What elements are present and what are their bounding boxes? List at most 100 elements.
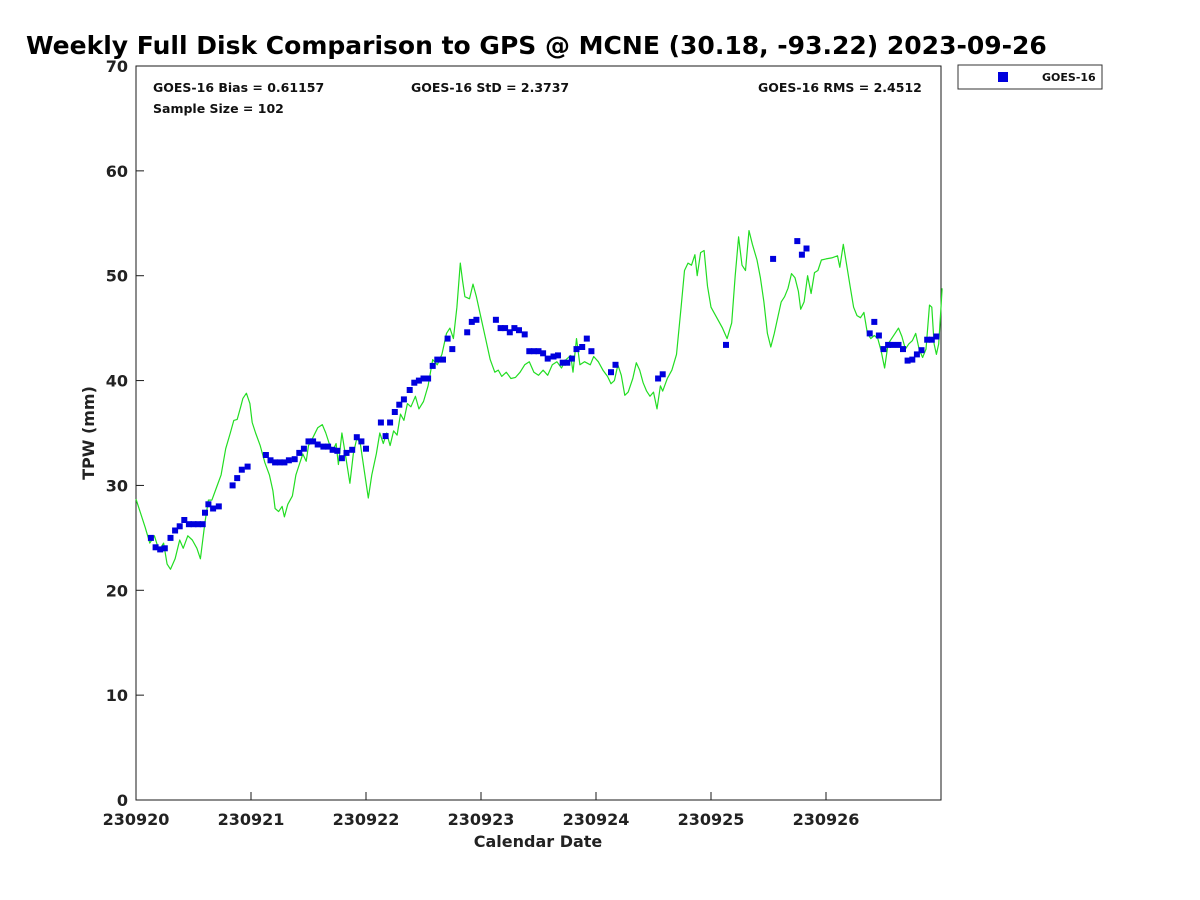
x-tick-label: 230924 — [563, 810, 630, 829]
goes16-data-point — [659, 371, 666, 378]
goes16-data-point — [199, 521, 206, 528]
goes16-data-point — [933, 333, 940, 340]
goes16-data-point — [924, 336, 931, 343]
goes16-data-point — [320, 443, 327, 450]
goes16-data-point — [267, 457, 274, 464]
goes16-data-point — [415, 377, 422, 384]
y-axis: 0 10 20 30 40 50 60 70 — [106, 57, 144, 810]
goes16-data-point — [794, 238, 801, 245]
goes16-data-point — [540, 350, 547, 357]
goes16-data-point — [358, 438, 365, 445]
goes16-data-point — [190, 521, 197, 528]
stat-std: GOES-16 StD = 2.3737 — [411, 80, 569, 95]
y-tick-label: 50 — [106, 267, 128, 286]
goes16-data-point — [363, 445, 369, 452]
goes16-data-point — [334, 447, 341, 454]
goes16-data-point — [202, 509, 208, 516]
goes16-data-point — [506, 329, 513, 336]
y-tick-label: 10 — [106, 686, 128, 705]
goes16-data-point — [305, 438, 312, 445]
x-tick-label: 230926 — [793, 810, 860, 829]
goes16-data-point — [396, 401, 403, 408]
goes16-data-point — [468, 318, 475, 325]
goes16-data-point — [353, 434, 360, 441]
goes16-data-point — [161, 545, 168, 552]
goes16-data-point — [889, 341, 896, 348]
x-tick-label: 230925 — [678, 810, 745, 829]
stat-sample-size: Sample Size = 102 — [153, 101, 284, 116]
goes16-data-point — [343, 449, 350, 456]
goes16-data-point — [167, 534, 174, 541]
goes16-data-point — [285, 457, 292, 464]
goes16-data-point — [425, 375, 432, 382]
goes16-data-point — [544, 355, 551, 362]
y-tick-label: 0 — [117, 791, 128, 810]
goes16-data-point — [152, 544, 159, 551]
legend-box — [957, 64, 1103, 90]
goes16-data-point — [497, 325, 504, 332]
goes16-data-point — [291, 456, 298, 463]
goes16-data-point — [880, 346, 887, 353]
goes16-data-point — [568, 355, 575, 362]
goes16-data-point — [885, 341, 892, 348]
goes16-data-point — [770, 255, 777, 262]
goes16-data-point — [310, 438, 317, 445]
goes16-data-point — [928, 336, 935, 343]
goes16-data-point — [210, 505, 217, 512]
goes16-data-point — [338, 455, 345, 462]
goes16-data-point — [573, 346, 580, 353]
goes16-data-point — [871, 318, 878, 325]
y-tick-label: 60 — [106, 162, 128, 181]
goes16-data-point — [588, 348, 595, 355]
goes16-data-point — [798, 251, 805, 258]
goes16-data-point — [300, 445, 307, 452]
goes16-data-point — [377, 419, 384, 426]
x-tick-label: 230921 — [218, 810, 285, 829]
goes16-data-point — [564, 359, 571, 366]
goes16-data-point — [516, 327, 522, 334]
goes16-data-point — [444, 335, 451, 342]
goes16-data-point — [244, 463, 251, 470]
goes16-data-point — [550, 353, 557, 360]
goes16-data-point — [181, 517, 188, 523]
goes16-data-point — [464, 329, 471, 336]
series-layer — [135, 230, 943, 570]
goes16-data-point — [325, 443, 332, 450]
goes16-data-point — [276, 459, 283, 466]
goes16-data-point — [612, 361, 619, 368]
legend-marker-goes16 — [998, 72, 1008, 82]
goes16-data-point — [262, 452, 269, 458]
x-axis: 230920 230921 230922 230923 230924 230925 2309… — [103, 792, 860, 829]
goes16-data-point — [429, 362, 436, 369]
goes16-data-point — [875, 332, 882, 339]
goes16-data-point — [281, 459, 288, 466]
goes16-data-point — [238, 466, 245, 473]
goes16-data-point — [502, 325, 509, 332]
goes16-data-point — [895, 341, 902, 348]
legend: GOES-16 — [957, 64, 1103, 90]
plot-frame — [135, 65, 942, 801]
goes16-data-point — [147, 534, 154, 541]
goes16-data-point — [526, 348, 533, 355]
x-axis-title: Calendar Date — [474, 832, 603, 851]
goes16-data-point — [449, 346, 456, 353]
goes16-data-point — [492, 316, 499, 323]
goes16-data-point — [511, 325, 518, 332]
goes16-data-point — [866, 330, 873, 337]
goes16-data-point — [176, 523, 183, 530]
goes16-data-point — [900, 346, 906, 353]
goes16-data-point — [185, 521, 192, 528]
stat-bias: GOES-16 Bias = 0.61157 — [153, 80, 324, 95]
goes16-data-point — [205, 501, 212, 508]
goes16-data-point — [314, 441, 321, 448]
goes16-data-point — [420, 375, 427, 382]
goes16-data-point — [195, 521, 202, 528]
gps-series-line — [135, 230, 943, 570]
goes16-data-point — [535, 348, 542, 355]
goes16-data-point — [918, 347, 925, 354]
goes16-data-point — [215, 503, 222, 510]
goes16-data-point — [440, 356, 446, 363]
legend-label-goes16: GOES-16 — [1042, 71, 1096, 84]
goes16-data-point — [909, 356, 916, 363]
